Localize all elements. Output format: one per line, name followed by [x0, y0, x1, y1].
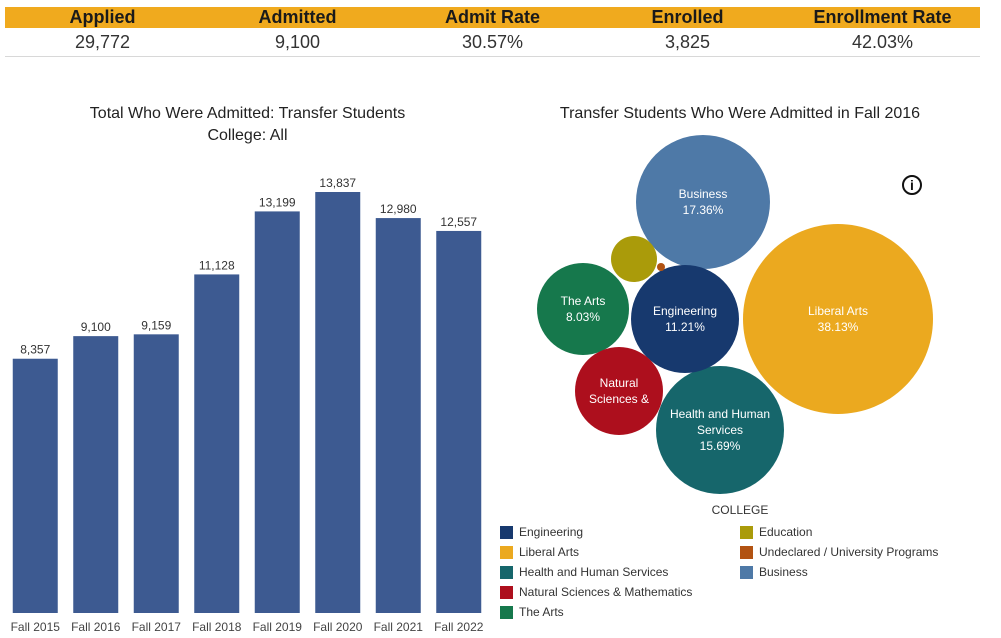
legend-item-education[interactable]: Education — [740, 522, 938, 542]
bubble-label: 8.03% — [566, 310, 600, 324]
bar-value-label: 9,159 — [141, 318, 171, 332]
legend-label: Undeclared / University Programs — [759, 545, 939, 559]
legend-label: Natural Sciences & Mathematics — [519, 585, 693, 599]
kpi-value-row: 29,772 9,100 30.57% 3,825 42.03% — [5, 28, 980, 57]
legend-label: The Arts — [519, 605, 564, 619]
legend-swatch — [500, 525, 513, 539]
legend-item-natural-sciences-mathematics[interactable]: Natural Sciences & Mathematics — [500, 582, 692, 602]
bar-value-label: 9,100 — [81, 320, 111, 334]
x-tick-label: Fall 2016 — [71, 620, 121, 634]
bubble-label: The Arts — [561, 294, 606, 308]
bubble-label: Engineering — [653, 304, 717, 318]
legend-label: Engineering — [519, 525, 584, 539]
bar-value-label: 13,837 — [319, 176, 356, 190]
bubble-label: 11.21% — [665, 320, 705, 334]
legend-title: COLLEGE — [711, 503, 769, 517]
bubble-label: Sciences & — [589, 392, 649, 406]
kpi-label-enrolled: Enrolled — [651, 7, 724, 27]
x-tick-label: Fall 2017 — [132, 620, 182, 634]
x-tick-label: Fall 2020 — [313, 620, 363, 634]
bar-fall-2022 — [436, 230, 482, 613]
bar-fall-2015 — [12, 358, 58, 613]
bubble-chart-title: Transfer Students Who Were Admitted in F… — [559, 105, 921, 122]
bubble-label: 17.36% — [683, 203, 724, 217]
bubble-label: Liberal Arts — [808, 304, 868, 318]
bubble-health-and-human-services — [656, 366, 784, 494]
kpi-label-admit-rate: Admit Rate — [444, 7, 540, 27]
legend-item-business[interactable]: Business — [740, 562, 938, 582]
bar-fall-2017 — [133, 334, 179, 613]
kpi-header-row: Applied Admitted Admit Rate Enrolled Enr… — [5, 7, 980, 28]
legend-label: Health and Human Services — [519, 565, 669, 579]
bar-value-label: 12,980 — [380, 202, 417, 216]
legend-label: Liberal Arts — [519, 545, 580, 559]
bar-value-label: 12,557 — [440, 215, 477, 229]
info-icon[interactable]: i — [902, 175, 922, 195]
legend-swatch — [740, 565, 753, 579]
bubble-engineering — [631, 265, 739, 373]
bubble-label: Services — [697, 423, 743, 437]
bar-fall-2021 — [375, 218, 421, 613]
bubble-the-arts — [537, 263, 629, 355]
bar-fall-2020 — [315, 192, 361, 613]
bar-fall-2018 — [194, 274, 240, 613]
kpi-label-enrollment-rate: Enrollment Rate — [813, 7, 952, 27]
bar-chart-subtitle: College: All — [207, 127, 288, 144]
kpi-value-enrolled: 3,825 — [664, 32, 711, 52]
bar-fall-2016 — [73, 336, 119, 613]
bar-fall-2019 — [254, 211, 300, 614]
bubble-liberal-arts — [743, 224, 933, 414]
kpi-label-admitted: Admitted — [258, 7, 337, 27]
bubble-label: Natural — [600, 376, 639, 390]
bubble-education — [611, 236, 657, 282]
legend-swatch — [740, 545, 753, 559]
legend-left-column: Engineering Liberal Arts Health and Human … — [500, 522, 692, 622]
legend-item-the-arts[interactable]: The Arts — [500, 602, 692, 622]
bar-value-label: 11,128 — [199, 258, 235, 272]
legend-swatch — [740, 525, 753, 539]
bubble-undeclared-university-programs — [657, 263, 665, 271]
x-tick-label: Fall 2018 — [192, 620, 242, 634]
bar-value-label: 13,199 — [259, 195, 296, 209]
bar-chart-title-line1: Total Who Were Admitted: Transfer Studen… — [89, 105, 406, 122]
bubble-label: 15.69% — [700, 439, 741, 453]
legend-swatch — [500, 545, 513, 559]
legend-item-health-and-human-services[interactable]: Health and Human Services — [500, 562, 692, 582]
legend-swatch — [500, 565, 513, 579]
bubble-chart: Liberal Arts 38.13% Business 17.36% Health a… — [537, 135, 933, 494]
bubble-label: Health and Human — [670, 407, 770, 421]
kpi-value-applied: 29,772 — [74, 32, 131, 52]
bubble-natural-sciences-mathematics — [575, 347, 663, 435]
bubble-label: Business — [679, 187, 728, 201]
x-tick-label: Fall 2019 — [253, 620, 303, 634]
legend-label: Education — [759, 525, 813, 539]
legend-item-undeclared-university-programs[interactable]: Undeclared / University Programs — [740, 542, 938, 562]
legend-right-column: Education Undeclared / University Program… — [740, 522, 938, 582]
bar-chart: 8,357 Fall 2015 9,100 Fall 2016 9,159 Fall 20… — [11, 176, 484, 634]
bar-value-label: 8,357 — [20, 343, 50, 357]
legend-swatch — [500, 585, 513, 599]
legend-label: Business — [759, 565, 808, 579]
kpi-label-applied: Applied — [69, 7, 136, 27]
bubble-label: 38.13% — [818, 320, 859, 334]
x-tick-label: Fall 2015 — [11, 620, 61, 634]
kpi-value-admitted: 9,100 — [274, 32, 321, 52]
legend-item-liberal-arts[interactable]: Liberal Arts — [500, 542, 692, 562]
x-tick-label: Fall 2021 — [374, 620, 424, 634]
x-tick-label: Fall 2022 — [434, 620, 484, 634]
bar-chart-title: Total Who Were Admitted: Transfer Studen… — [0, 103, 495, 147]
legend-swatch — [500, 605, 513, 619]
bubble-business — [636, 135, 770, 269]
legend-item-engineering[interactable]: Engineering — [500, 522, 692, 542]
kpi-value-admit-rate: 30.57% — [461, 32, 524, 52]
kpi-value-enrollment-rate: 42.03% — [851, 32, 914, 52]
